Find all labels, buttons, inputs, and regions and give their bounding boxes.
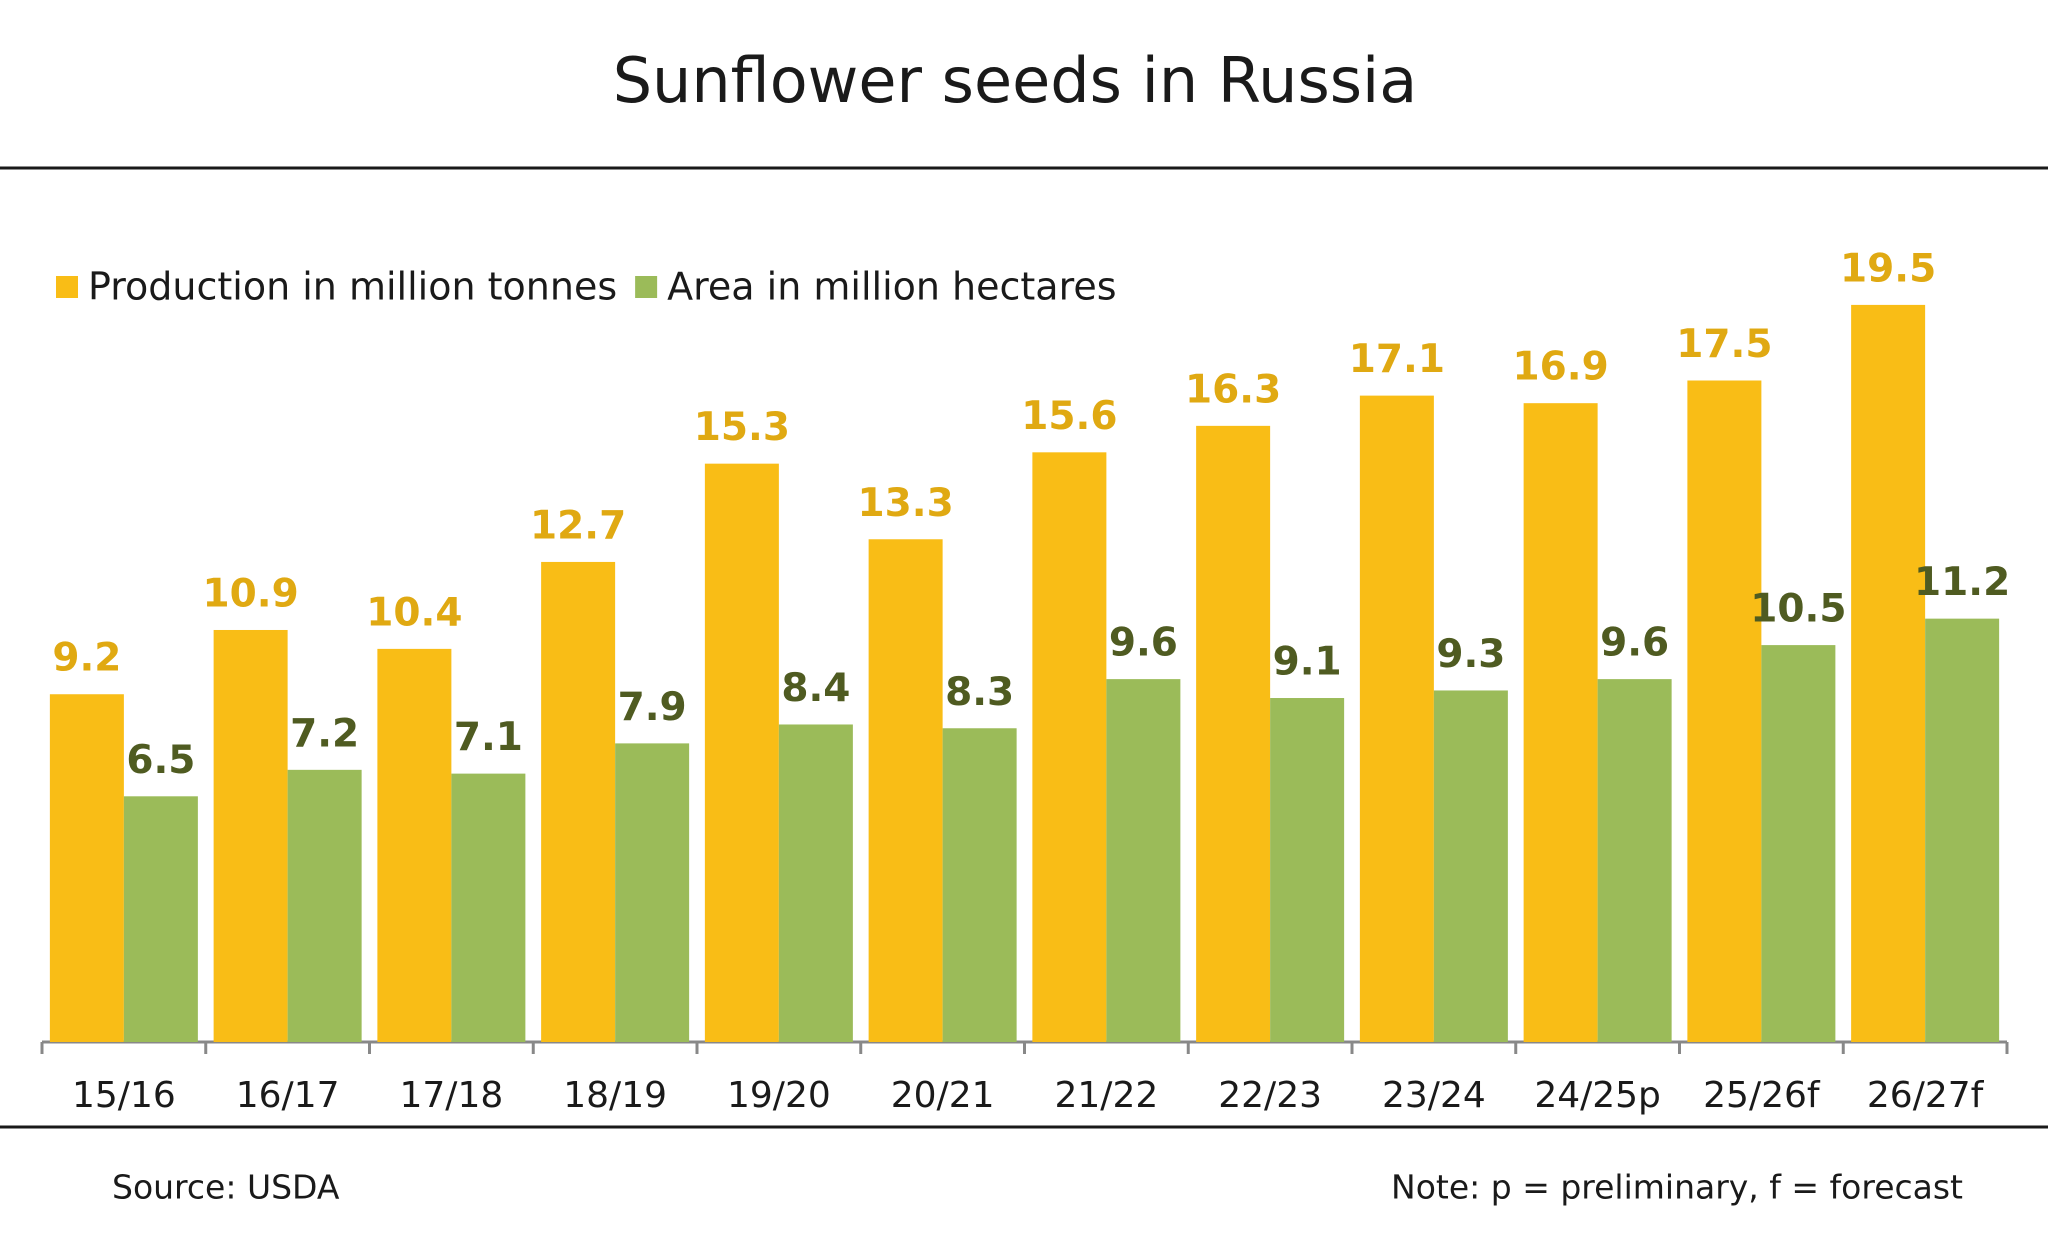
bar — [942, 728, 1017, 1042]
bar — [1106, 679, 1181, 1042]
x-tick-label: 22/23 — [1218, 1075, 1322, 1116]
bar — [615, 743, 690, 1042]
value-label: 11.2 — [1914, 560, 2010, 605]
value-label: 15.3 — [694, 405, 790, 450]
value-label: 7.2 — [290, 711, 359, 756]
value-label: 9.6 — [1109, 621, 1178, 666]
legend-swatch — [56, 276, 78, 298]
note: Note: p = preliminary, f = forecast — [1391, 1168, 1963, 1207]
x-tick-label: 25/26f — [1703, 1075, 1821, 1116]
legend-label: Area in million hectares — [667, 265, 1116, 309]
value-label: 10.5 — [1750, 587, 1846, 632]
bar — [377, 648, 452, 1042]
value-label: 13.3 — [858, 481, 954, 526]
value-label: 8.3 — [945, 670, 1014, 715]
x-tick-label: 19/20 — [727, 1075, 831, 1116]
value-label: 7.1 — [454, 715, 523, 760]
chart-title: Sunflower seeds in Russia — [613, 44, 1418, 117]
value-label: 7.9 — [618, 685, 687, 730]
value-label: 9.1 — [1273, 640, 1342, 685]
value-label: 8.4 — [781, 666, 850, 711]
bar — [49, 694, 124, 1042]
x-tick-label: 15/16 — [72, 1075, 176, 1116]
bar — [868, 539, 943, 1042]
x-tick-label: 16/17 — [236, 1075, 340, 1116]
bar — [1925, 618, 2000, 1042]
value-label: 9.3 — [1436, 632, 1505, 677]
bar — [1032, 452, 1107, 1042]
bar — [704, 463, 779, 1042]
bar — [123, 796, 198, 1042]
bar — [1851, 304, 1926, 1042]
value-label: 9.2 — [52, 636, 121, 681]
x-tick-label: 23/24 — [1382, 1075, 1486, 1116]
x-tick-label: 20/21 — [891, 1075, 995, 1116]
value-label: 10.4 — [366, 590, 462, 635]
bar — [213, 629, 288, 1042]
bar — [1196, 425, 1271, 1042]
bar — [1687, 380, 1762, 1042]
value-label: 19.5 — [1840, 246, 1936, 291]
bar — [287, 769, 362, 1042]
legend-swatch — [635, 276, 658, 298]
value-label: 10.9 — [203, 571, 299, 616]
value-label: 15.6 — [1021, 394, 1117, 439]
value-label: 16.3 — [1185, 367, 1281, 412]
bar — [1597, 679, 1672, 1042]
bar — [778, 724, 853, 1042]
bar — [451, 773, 526, 1042]
x-tick-label: 26/27f — [1867, 1075, 1985, 1116]
bar — [1523, 403, 1598, 1042]
bar — [1761, 645, 1836, 1042]
x-tick-label: 24/25p — [1534, 1075, 1661, 1116]
x-tick-label: 21/22 — [1055, 1075, 1159, 1116]
bar — [1433, 690, 1508, 1042]
source: Source: USDA — [112, 1168, 340, 1207]
value-label: 16.9 — [1513, 345, 1609, 390]
value-label: 9.6 — [1600, 621, 1669, 666]
x-tick-label: 18/19 — [563, 1075, 667, 1116]
value-label: 17.1 — [1349, 337, 1445, 382]
value-label: 12.7 — [530, 503, 626, 548]
bar — [1359, 395, 1434, 1042]
bar — [1270, 698, 1345, 1042]
value-label: 17.5 — [1676, 322, 1772, 367]
value-label: 6.5 — [126, 738, 195, 783]
legend-label: Production in million tonnes — [88, 265, 617, 309]
bar — [541, 561, 616, 1042]
x-tick-label: 17/18 — [400, 1075, 504, 1116]
